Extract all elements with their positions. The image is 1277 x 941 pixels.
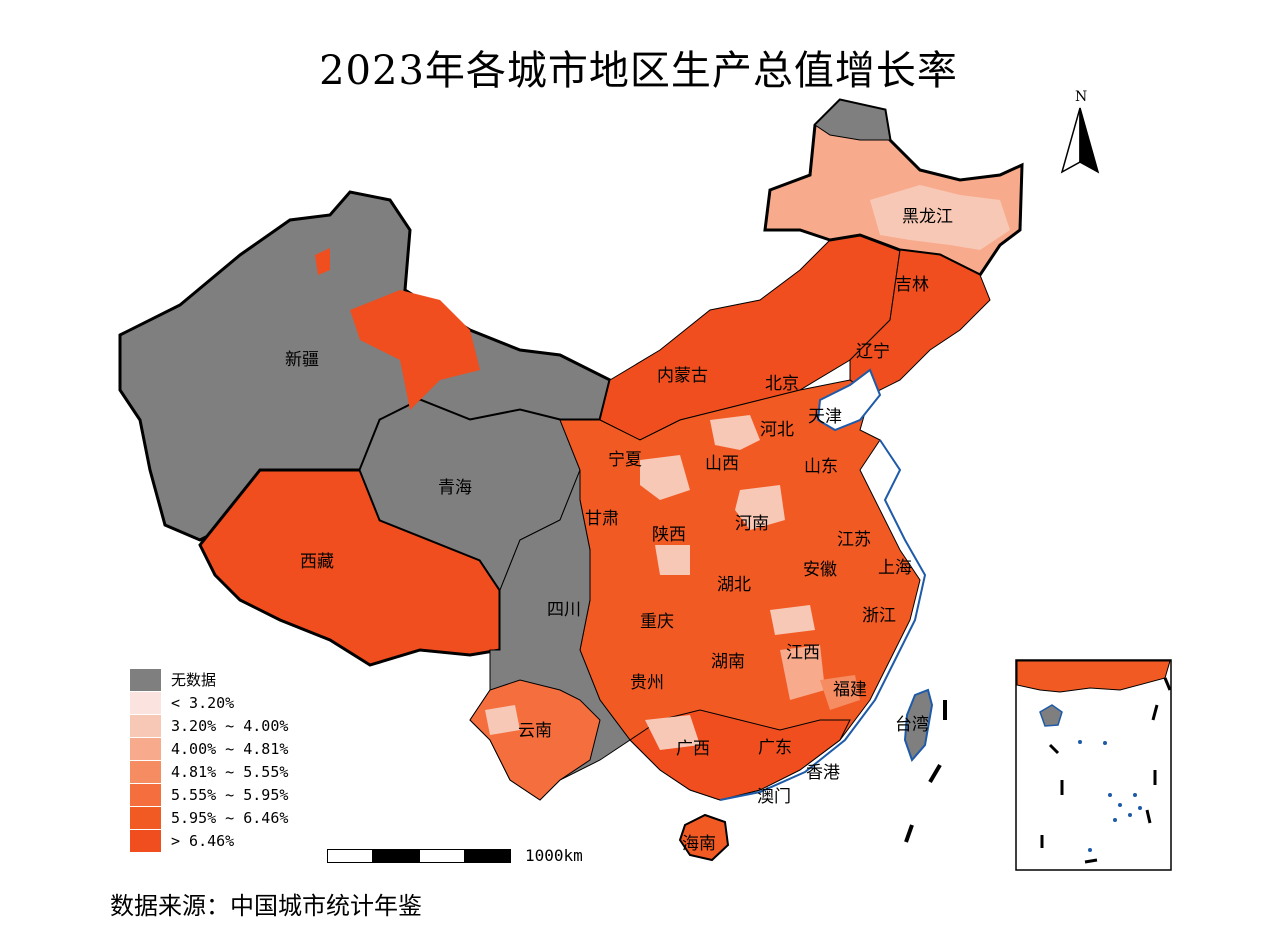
jiangxi-light-patch — [780, 645, 825, 700]
hebei-light-patch — [710, 415, 760, 450]
legend-item: 5.95% ~ 6.46% — [130, 806, 288, 829]
north-arrow-icon — [1060, 107, 1100, 174]
xinjiang-small-patch — [315, 248, 330, 275]
label-ningxia: 宁夏 — [608, 450, 642, 470]
legend-swatch — [130, 783, 161, 806]
label-jiangxi: 江西 — [786, 643, 820, 663]
label-chongqing: 重庆 — [640, 612, 674, 632]
label-heilongjiang: 黑龙江 — [902, 207, 953, 227]
legend-item: 4.81% ~ 5.55% — [130, 760, 288, 783]
henan-light-patch — [735, 485, 785, 530]
label-guangdong: 广东 — [758, 738, 792, 758]
legend-label: 4.00% ~ 4.81% — [171, 739, 289, 758]
hainan-island — [678, 813, 730, 862]
label-hunan: 湖南 — [711, 652, 745, 672]
scale-seg-3 — [419, 848, 465, 863]
legend-label: < 3.20% — [171, 693, 235, 712]
legend-swatch — [130, 760, 161, 783]
label-hebei: 河北 — [760, 420, 794, 440]
label-beijing: 北京 — [765, 374, 799, 394]
legend-item: 无数据 — [130, 668, 288, 691]
legend-item: 5.55% ~ 5.95% — [130, 783, 288, 806]
northeast-gray-region — [814, 99, 891, 141]
legend-swatch — [130, 737, 161, 760]
label-shandong: 山东 — [804, 457, 838, 477]
data-source: 数据来源：中国城市统计年鉴 — [110, 892, 422, 920]
label-gansu: 甘肃 — [585, 509, 619, 529]
legend-swatch — [130, 829, 161, 852]
scale-bar: 1000km — [327, 846, 583, 865]
inset-map — [1015, 659, 1172, 871]
dash-line — [904, 700, 947, 843]
label-yunnan: 云南 — [518, 721, 552, 741]
legend-item: 3.20% ~ 4.00% — [130, 714, 288, 737]
legend-swatch — [130, 806, 161, 829]
map-title: 2023年各城市地区生产总值增长率 — [319, 48, 958, 94]
label-shaanxi: 陕西 — [652, 525, 686, 545]
province-labels: 黑龙江 吉林 辽宁 内蒙古 北京 天津 河北 新疆 宁夏 山西 山东 青海 甘肃… — [285, 207, 953, 854]
inset-dashes — [1040, 677, 1172, 864]
label-liaoning: 辽宁 — [856, 342, 890, 362]
legend-label: 5.55% ~ 5.95% — [171, 785, 289, 804]
scale-seg-4 — [465, 848, 511, 863]
label-tianjin: 天津 — [808, 407, 842, 427]
yunnan-light-patch — [485, 705, 520, 735]
legend: 无数据 < 3.20% 3.20% ~ 4.00% 4.00% ~ 4.81% 4.81… — [130, 668, 288, 852]
legend-label: 3.20% ~ 4.00% — [171, 716, 289, 735]
label-sichuan: 四川 — [547, 600, 581, 620]
label-guizhou: 贵州 — [630, 673, 664, 693]
label-xinjiang: 新疆 — [285, 350, 319, 370]
legend-label: 4.81% ~ 5.55% — [171, 762, 289, 781]
label-anhui: 安徽 — [803, 560, 837, 580]
light-patches — [315, 185, 1010, 750]
legend-label: 无数据 — [171, 671, 217, 689]
coastline — [719, 439, 927, 801]
legend-item: < 3.20% — [130, 691, 288, 714]
guangxi-light-patch — [645, 715, 700, 750]
taiwan-island — [903, 688, 934, 762]
label-qinghai: 青海 — [438, 478, 472, 498]
xinjiang-orange-patch — [350, 290, 480, 410]
legend-label: > 6.46% — [171, 831, 235, 850]
scale-seg-1 — [327, 848, 373, 863]
bohai-sea — [816, 368, 882, 432]
label-guangxi: 广西 — [676, 739, 710, 759]
legend-item: 4.00% ~ 4.81% — [130, 737, 288, 760]
inset-islands — [1078, 740, 1142, 852]
label-taiwan: 台湾 — [895, 715, 929, 735]
label-hainan: 海南 — [682, 834, 716, 854]
inset-mainland — [1016, 660, 1171, 693]
label-fujian: 福建 — [833, 680, 867, 700]
shanxi-light-patch — [640, 455, 690, 500]
label-jiangsu: 江苏 — [837, 530, 871, 550]
label-shanxi: 山西 — [705, 454, 739, 474]
fujian-light-patch — [820, 675, 860, 710]
north-letter: N — [1075, 89, 1088, 105]
scale-seg-2 — [373, 848, 419, 863]
hubei-light-patch — [770, 605, 815, 635]
jilin-liaoning-region — [849, 249, 991, 396]
label-jilin: 吉林 — [895, 275, 929, 295]
shaanxi-light-patch — [655, 545, 690, 575]
inset-hainan — [1039, 704, 1063, 727]
legend-swatch — [130, 691, 161, 714]
legend-swatch — [130, 714, 161, 737]
legend-label: 5.95% ~ 6.46% — [171, 808, 289, 827]
legend-item: > 6.46% — [130, 829, 288, 852]
label-xianggang: 香港 — [806, 763, 840, 783]
label-shanghai: 上海 — [878, 558, 912, 578]
legend-swatch — [130, 668, 161, 691]
heilongjiang-region — [763, 98, 1024, 277]
label-zhejiang: 浙江 — [862, 606, 896, 626]
label-xizang: 西藏 — [300, 552, 334, 572]
heilongjiang-light-patch — [870, 185, 1010, 250]
label-henan: 河南 — [735, 514, 769, 534]
scale-label: 1000km — [525, 846, 583, 865]
label-hubei: 湖北 — [717, 575, 751, 595]
label-neimenggu: 内蒙古 — [657, 366, 708, 386]
label-aomen: 澳门 — [757, 787, 791, 807]
